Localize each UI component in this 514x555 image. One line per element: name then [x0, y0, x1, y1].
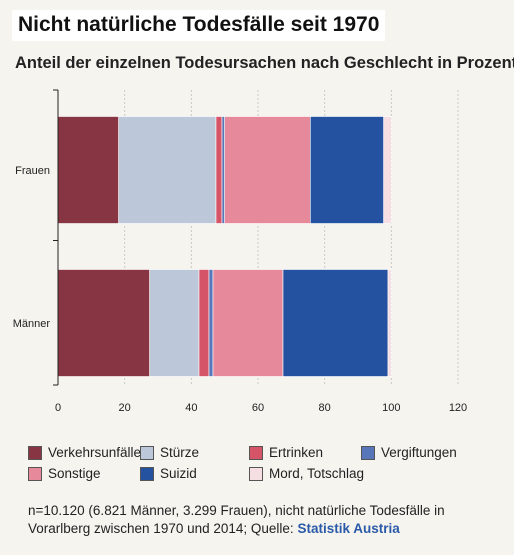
bar-segment [387, 269, 392, 377]
x-tick-label: 40 [185, 402, 197, 414]
legend-label: Stürze [160, 445, 200, 460]
chart-subtitle: Anteil der einzelnen Todesursachen nach … [15, 54, 514, 72]
bar-segment [57, 269, 150, 377]
bar-layer [57, 116, 392, 377]
legend-swatch [361, 445, 375, 460]
bar-segment [208, 269, 214, 377]
legend-label: Suizid [160, 466, 197, 481]
legend-swatch [249, 445, 263, 460]
bar-segment [224, 116, 311, 224]
bar-segment [57, 116, 119, 224]
legend-item: Suizid [140, 466, 197, 481]
legend: Verkehrsunfälle Stürze Ertrinken Vergiftung… [28, 445, 508, 487]
x-tick-label: 80 [319, 402, 331, 414]
legend-item: Ertrinken [249, 445, 323, 460]
legend-item: Mord, Totschlag [249, 466, 364, 481]
legend-item: Verkehrsunfälle [28, 445, 141, 460]
legend-item: Sonstige [28, 466, 101, 481]
chart-title: Nicht natürliche Todesfälle seit 1970 [12, 10, 386, 41]
legend-swatch [28, 445, 42, 460]
bar-segment [198, 269, 210, 377]
x-tick-label: 20 [119, 402, 131, 414]
legend-item: Stürze [140, 445, 199, 460]
x-tick-label: 0 [55, 402, 61, 414]
bar-segment [383, 116, 392, 224]
bar-segment [221, 116, 225, 224]
legend-item: Vergiftungen [361, 445, 457, 460]
legend-swatch [249, 466, 263, 481]
axis-layer: 0 20 40 60 80 100 120 Frauen Männer [13, 89, 467, 414]
bar-segment [118, 116, 217, 224]
legend-label: Verkehrsunfälle [48, 445, 142, 460]
category-label: Frauen [15, 165, 50, 177]
legend-label: Sonstige [48, 466, 101, 481]
bar-segment [215, 116, 223, 224]
source-link[interactable]: Statistik Austria [297, 521, 400, 536]
legend-swatch [28, 466, 42, 481]
legend-label: Ertrinken [269, 445, 324, 460]
x-tick-label: 100 [382, 402, 400, 414]
category-label: Männer [13, 318, 51, 330]
stacked-bar-chart: 0 20 40 60 80 100 120 Frauen Männer [13, 89, 467, 414]
bar-segment [282, 269, 389, 377]
legend-label: Vergiftungen [381, 445, 457, 460]
bar-segment [212, 269, 284, 377]
legend-swatch [140, 445, 154, 460]
x-tick-label: 60 [252, 402, 264, 414]
legend-swatch [140, 466, 154, 481]
bar-segment [149, 269, 200, 377]
legend-label: Mord, Totschlag [269, 466, 365, 481]
bar-segment [310, 116, 384, 224]
x-tick-label: 120 [449, 402, 467, 414]
source-note: n=10.120 (6.821 Männer, 3.299 Frauen), n… [28, 502, 508, 538]
source-text: n=10.120 (6.821 Männer, 3.299 Frauen), n… [28, 503, 445, 536]
